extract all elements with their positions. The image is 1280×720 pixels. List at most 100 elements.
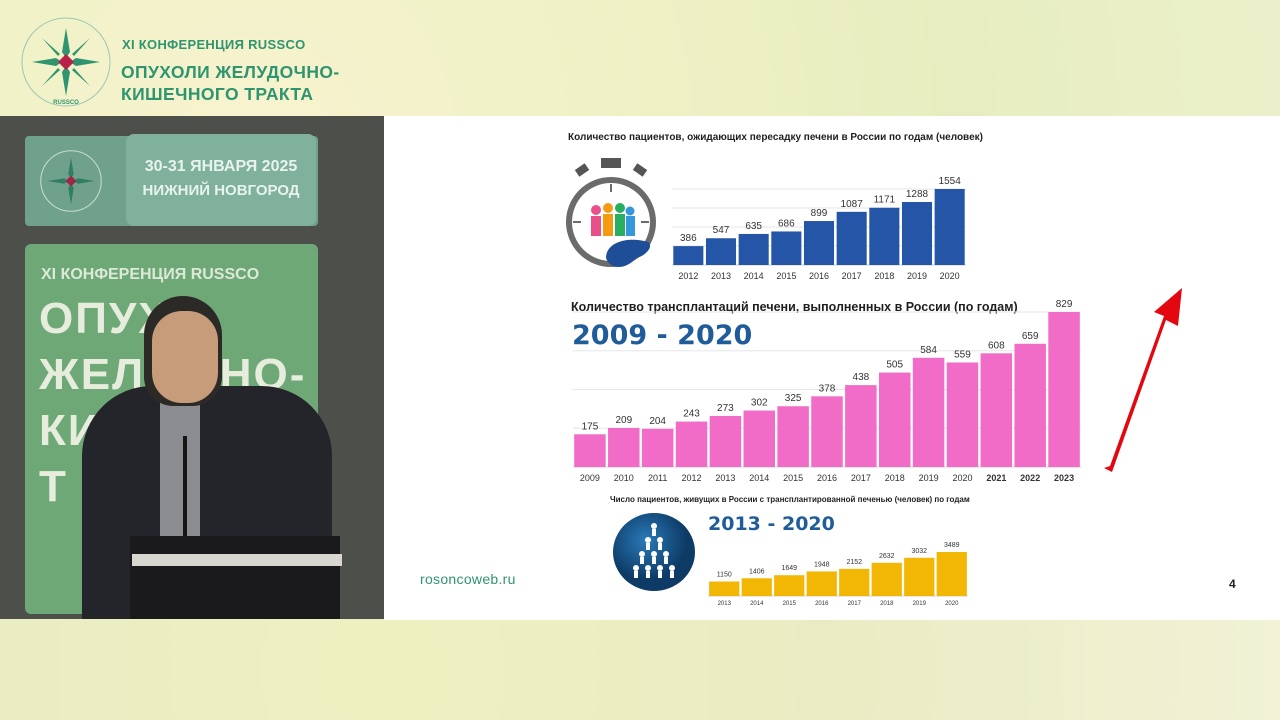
tick-label: 2019 (913, 601, 927, 607)
red-up-arrow-icon (1104, 288, 1182, 472)
bar (836, 211, 867, 265)
data-label: 378 (819, 383, 836, 394)
bar (709, 581, 740, 596)
bar (869, 207, 900, 265)
chart1-waiting-patients: 386 2012 547 2013 635 2014 686 2015 899 2016 1087 2… (672, 176, 966, 281)
data-label: 3032 (911, 548, 927, 555)
data-label: 505 (886, 360, 903, 371)
bar (574, 434, 606, 467)
footer-url[interactable]: rosoncoweb.ru (420, 571, 516, 587)
chart2-transplants: 175 2009 209 2010 204 2011 243 2012 273 2013 302 20… (573, 300, 1081, 483)
tick-label: 2018 (885, 473, 905, 483)
tick-label: 2013 (718, 601, 732, 607)
bar (641, 428, 674, 467)
tick-label: 2014 (750, 601, 764, 607)
bar (845, 385, 877, 467)
bar (904, 557, 935, 596)
bar (936, 552, 967, 596)
microphone (183, 436, 187, 546)
data-label: 899 (811, 208, 828, 219)
bar (871, 562, 902, 596)
podium-top (132, 554, 342, 566)
podium (130, 536, 340, 619)
bar (771, 231, 802, 265)
tick-label: 2013 (715, 473, 735, 483)
data-label: 1948 (814, 561, 830, 568)
speaker-shirt (160, 396, 200, 556)
conference-title: ОПУХОЛИ ЖЕЛУДОЧНО- КИШЕЧНОГО ТРАКТА (121, 61, 381, 105)
page-number: 4 (1229, 577, 1236, 591)
data-label: 1171 (874, 195, 896, 206)
data-label: 2632 (879, 553, 895, 560)
presentation-slide: Количество пациентов, ожидающих пересадк… (384, 116, 1280, 620)
tick-label: 2015 (783, 473, 803, 483)
bar (705, 238, 737, 265)
data-label: 204 (649, 416, 666, 427)
bar (743, 410, 776, 467)
speaker-video: 30-31 ЯНВАРЯ 2025 НИЖНИЙ НОВГОРОД XI КОН… (0, 116, 384, 619)
conference-title-line2: КИШЕЧНОГО ТРАКТА (121, 84, 314, 104)
bar (738, 233, 769, 265)
bar (806, 571, 837, 596)
tick-label: 2015 (776, 271, 796, 281)
bar (675, 421, 708, 467)
data-label: 584 (920, 345, 937, 356)
data-label: 1406 (749, 568, 765, 575)
tick-label: 2017 (848, 601, 862, 607)
background-bottom (0, 620, 1280, 720)
bar (608, 427, 640, 467)
data-label: 175 (582, 421, 599, 432)
bar (673, 246, 704, 265)
tick-label: 2018 (880, 601, 894, 607)
tick-label: 2020 (945, 601, 959, 607)
tick-label: 2010 (614, 473, 634, 483)
tick-label: 2022 (1020, 473, 1040, 483)
bar (811, 396, 843, 467)
bar (980, 353, 1013, 467)
data-label: 2152 (846, 559, 862, 566)
tick-label: 2017 (851, 473, 871, 483)
tick-label: 2009 (580, 473, 600, 483)
data-label: 659 (1022, 331, 1039, 342)
tick-label: 2019 (919, 473, 939, 483)
chart3-living-patients: 1150 2013 1406 2014 1649 2015 1948 2016 2152 2017… (708, 542, 968, 607)
banner-city: НИЖНИЙ НОВГОРОД (142, 182, 300, 199)
banner-logo-icon (40, 150, 102, 212)
tick-label: 2014 (749, 473, 769, 483)
tick-label: 2016 (809, 271, 829, 281)
data-label: 1150 (717, 571, 732, 578)
chart3-title: Число пациентов, живущих в России с тран… (610, 495, 970, 504)
bar (774, 575, 805, 596)
chart2-range: 2009 - 2020 (572, 320, 753, 351)
banner-big-4: Т (39, 462, 68, 511)
banner-conference: XI КОНФЕРЕНЦИЯ RUSSCO (41, 266, 260, 283)
data-label: 635 (745, 221, 762, 232)
data-label: 1288 (906, 189, 929, 200)
data-label: 547 (713, 225, 730, 236)
tick-label: 2012 (682, 473, 702, 483)
data-label: 386 (680, 233, 697, 244)
tick-label: 2011 (648, 473, 667, 483)
stopwatch-patients-liver-icon (566, 158, 656, 267)
data-label: 273 (717, 403, 734, 414)
data-label: 686 (778, 218, 795, 229)
tick-label: 2017 (842, 271, 862, 281)
bar (709, 415, 742, 467)
people-pyramid-icon (613, 513, 695, 591)
data-label: 438 (853, 372, 870, 383)
bar (901, 202, 933, 265)
data-label: 559 (954, 349, 971, 360)
banner-date-panel: 30-31 ЯНВАРЯ 2025 НИЖНИЙ НОВГОРОД (126, 134, 316, 226)
tick-label: 2012 (678, 271, 698, 281)
bar (777, 406, 809, 467)
tick-label: 2020 (940, 271, 960, 281)
chart3-range: 2013 - 2020 (708, 513, 835, 535)
chart1-title: Количество пациентов, ожидающих пересадк… (568, 132, 983, 143)
banner-date: 30-31 ЯНВАРЯ 2025 (144, 158, 298, 175)
bar (946, 362, 979, 467)
bar (912, 357, 945, 467)
data-label: 1554 (939, 176, 962, 187)
tick-label: 2019 (907, 271, 927, 281)
data-label: 1649 (781, 565, 797, 572)
data-label: 608 (988, 340, 1005, 351)
